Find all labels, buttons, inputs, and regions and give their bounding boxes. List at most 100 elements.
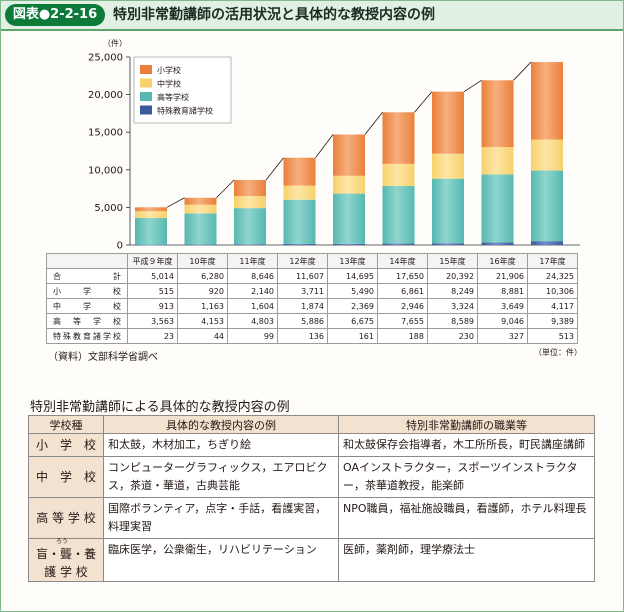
stacked-bar-chart: 0 5,000 10,000 15,000 20,000 25,000 （件） 小学校中学校高… — [88, 38, 580, 252]
bar-segment — [333, 134, 365, 176]
value-cell: 161 — [327, 328, 378, 344]
figure-title: 特別非常勤講師の活用状況と具体的な教授内容の例 — [113, 7, 435, 23]
figure-header: 図表●2-2-16 特別非常勤講師の活用状況と具体的な教授内容の例 — [1, 1, 623, 31]
year-header-cell: 10年度 — [177, 253, 228, 269]
bar-segment — [432, 91, 464, 154]
bar-segment — [234, 244, 266, 245]
year-header-cell: 17年度 — [527, 253, 578, 269]
bar-segment — [531, 139, 563, 171]
content-cell: 国際ボランティア，点字・手話，看護実習，料理実習 — [103, 497, 339, 539]
y-tick-label: 20,000 — [88, 90, 123, 101]
unit-note: （単位：件） — [534, 348, 582, 357]
school-type-cell: 小 学 校 — [28, 433, 104, 457]
bar-segment — [382, 163, 415, 187]
header-school-type: 学校種 — [28, 415, 104, 434]
value-cell: 9,389 — [527, 313, 578, 329]
figure-number-badge: 図表●2-2-16 — [5, 4, 105, 26]
data-table: 平成９年度 10年度 11年度 12年度 13年度 14年度 15年度 16年度 17年度合 計… — [46, 253, 578, 344]
value-cell: 6,675 — [327, 313, 378, 329]
bar-segment — [184, 204, 217, 214]
year-header-cell: 16年度 — [477, 253, 528, 269]
data-table-row: 合 計 5,014 6,280 8,646 11,607 14,695 17,650 20,3… — [46, 268, 578, 284]
value-cell: 8,646 — [227, 268, 278, 284]
bar-segment — [333, 175, 365, 194]
total-connector-line — [315, 134, 334, 158]
value-cell: 1,604 — [227, 298, 278, 314]
value-cell: 3,711 — [277, 283, 328, 299]
data-table-corner — [46, 253, 128, 269]
bar-segment — [481, 147, 514, 175]
value-cell: 9,046 — [477, 313, 528, 329]
total-connector-line — [364, 112, 383, 135]
bar-segment — [135, 207, 167, 212]
school-type-cell: 高 等 学 校 — [28, 497, 104, 539]
bar-segment — [184, 244, 217, 246]
bar-segment — [481, 242, 514, 245]
value-cell: 2,369 — [327, 298, 378, 314]
occupation-cell: 医師，薬剤師，理学療法士 — [338, 538, 595, 582]
total-connector-line — [513, 61, 532, 81]
example-row: ろう 盲・聾・養護 学 校 臨床医学，公衆衛生，リハビリテーション 医師，薬剤師… — [28, 538, 595, 582]
bar-segment — [432, 178, 464, 244]
value-cell: 2,946 — [377, 298, 428, 314]
source-note: （資料）文部科学省調べ — [48, 352, 158, 363]
bar-segment — [283, 199, 316, 244]
bar-segment — [184, 213, 217, 245]
value-cell: 6,280 — [177, 268, 228, 284]
legend-swatch — [140, 105, 152, 115]
bar-segment — [531, 170, 563, 242]
value-cell: 1,874 — [277, 298, 328, 314]
row-label-cell: 高等学校 — [46, 313, 128, 329]
value-cell: 17,650 — [377, 268, 428, 284]
legend-label: 高等学校 — [157, 92, 189, 102]
bar-segment — [382, 243, 415, 245]
bar-segment — [234, 196, 266, 209]
year-header-cell: 11年度 — [227, 253, 278, 269]
row-label-cell: 小学校 — [46, 283, 128, 299]
y-tick-label: 15,000 — [88, 128, 123, 139]
row-label-cell: 特殊教育諸学校 — [46, 328, 128, 344]
value-cell: 920 — [177, 283, 228, 299]
year-header-cell: 14年度 — [377, 253, 428, 269]
legend-label: 特殊教育諸学校 — [157, 106, 213, 116]
year-header-cell: 15年度 — [427, 253, 478, 269]
value-cell: 230 — [427, 328, 478, 344]
total-connector-line — [265, 157, 284, 181]
bar-segment — [382, 112, 415, 164]
legend-swatch — [140, 65, 152, 74]
value-cell: 5,886 — [277, 313, 328, 329]
examples-header-row: 学校種 具体的な教授内容の例 特別非常勤講師の職業等 — [28, 415, 595, 434]
year-header-cell: 平成９年度 — [127, 253, 178, 269]
year-header-cell: 12年度 — [277, 253, 328, 269]
example-row: 小 学 校 和太鼓，木材加工，ちぎり絵 和太鼓保存会指導者，木工所所長，町民講座… — [28, 433, 595, 457]
value-cell: 24,325 — [527, 268, 578, 284]
value-cell: 23 — [127, 328, 178, 344]
occupation-cell: OAインストラクター，スポーツインストラクター，茶華道教授，能楽師 — [338, 456, 595, 498]
value-cell: 21,906 — [477, 268, 528, 284]
value-cell: 4,803 — [227, 313, 278, 329]
examples-subtitle: 特別非常勤講師による具体的な教授内容の例 — [30, 400, 290, 415]
header-content: 具体的な教授内容の例 — [103, 415, 339, 434]
value-cell: 136 — [277, 328, 328, 344]
header-occupation: 特別非常勤講師の職業等 — [338, 415, 595, 434]
bar-segment — [283, 185, 316, 200]
value-cell: 10,306 — [527, 283, 578, 299]
bar-segment — [135, 211, 167, 219]
y-tick-label: 5,000 — [94, 203, 123, 214]
data-table-header-row: 平成９年度 10年度 11年度 12年度 13年度 14年度 15年度 16年度 17年度 — [46, 253, 578, 269]
data-table-row: 高等学校 3,563 4,153 4,803 5,886 6,675 7,655 8,589 9… — [46, 313, 578, 329]
total-connector-line — [216, 179, 235, 199]
y-unit-label: （件） — [103, 38, 127, 48]
row-label-cell: 合 計 — [46, 268, 128, 284]
bar-segment — [135, 244, 167, 246]
value-cell: 513 — [527, 328, 578, 344]
value-cell: 913 — [127, 298, 178, 314]
legend-swatch — [140, 78, 152, 88]
legend-label: 中学校 — [157, 79, 181, 89]
school-type-cell: 中 学 校 — [28, 456, 104, 498]
value-cell: 20,392 — [427, 268, 478, 284]
legend-label: 小学校 — [157, 65, 181, 75]
value-cell: 4,153 — [177, 313, 228, 329]
data-table-row: 小学校 515 920 2,140 3,711 5,490 6,861 8,249 8,881 1… — [46, 283, 578, 299]
value-cell: 8,249 — [427, 283, 478, 299]
